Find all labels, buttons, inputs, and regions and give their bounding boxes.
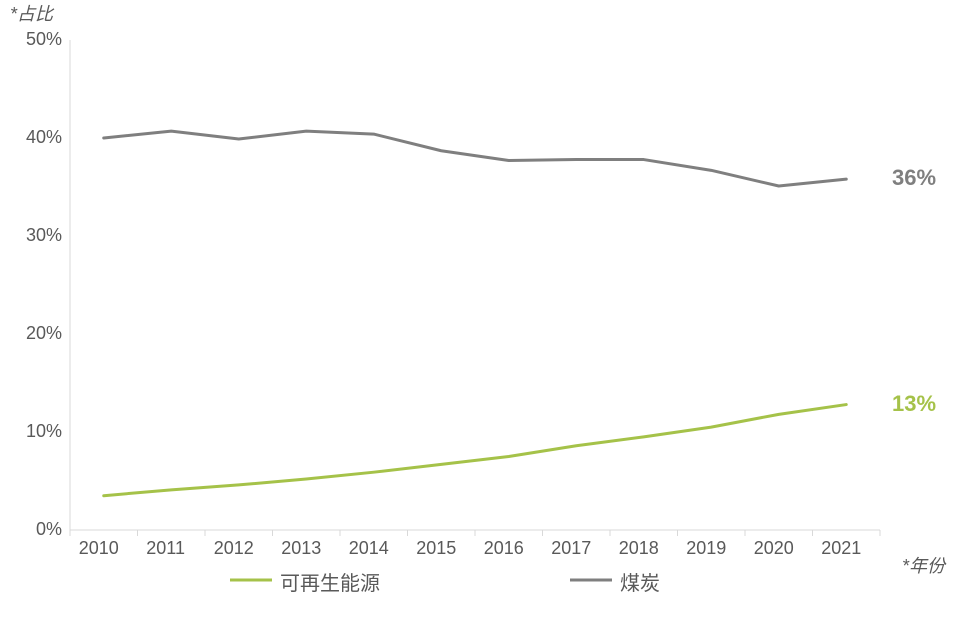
series-line (104, 405, 847, 496)
series-end-label: 36% (892, 165, 936, 191)
x-tick-label: 2010 (79, 538, 119, 559)
x-tick-label: 2021 (821, 538, 861, 559)
x-tick-label: 2016 (484, 538, 524, 559)
x-axis-title: *年份 (902, 552, 945, 578)
y-tick-label: 40% (26, 127, 62, 148)
x-tick-label: 2017 (551, 538, 591, 559)
y-tick-label: 20% (26, 323, 62, 344)
legend-label: 煤炭 (620, 567, 660, 596)
y-axis-title: *占比 (10, 0, 53, 26)
x-tick-label: 2018 (619, 538, 659, 559)
x-tick-label: 2012 (214, 538, 254, 559)
x-tick-label: 2019 (686, 538, 726, 559)
x-tick-label: 2014 (349, 538, 389, 559)
energy-share-chart: *占比 *年份 0% 10% 20% 30% 40% 50% 2010 2011 2012 20… (0, 0, 965, 622)
series-end-label: 13% (892, 391, 936, 417)
y-tick-label: 50% (26, 29, 62, 50)
series-line (104, 131, 847, 186)
legend-label: 可再生能源 (280, 567, 380, 596)
x-tick-label: 2020 (754, 538, 794, 559)
y-tick-label: 10% (26, 421, 62, 442)
y-tick-label: 30% (26, 225, 62, 246)
y-tick-label: 0% (36, 519, 62, 540)
x-tick-label: 2015 (416, 538, 456, 559)
x-tick-label: 2011 (146, 538, 185, 559)
x-tick-label: 2013 (281, 538, 321, 559)
chart-svg (0, 0, 965, 622)
